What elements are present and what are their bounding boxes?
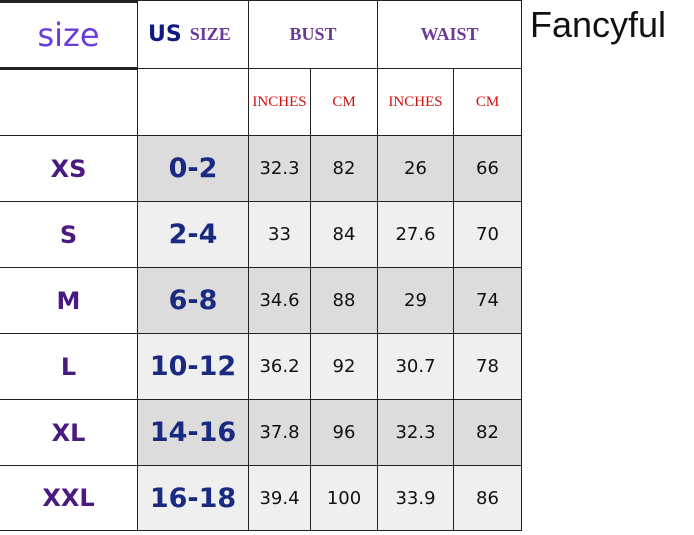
cell-bust-cm: 84 (310, 201, 377, 267)
size-header: size (37, 16, 100, 54)
cell-us: 2-4 (137, 201, 248, 267)
cell-size: XL (0, 399, 137, 465)
cell-size: S (0, 201, 137, 267)
bust-cm-header: CM (310, 68, 377, 135)
cell-bust-cm: 88 (310, 267, 377, 333)
cell-bust-cm: 82 (310, 135, 377, 201)
cell-waist-cm: 66 (453, 135, 522, 201)
cell-waist-in: 27.6 (377, 201, 453, 267)
cell-bust-in: 33 (248, 201, 310, 267)
waist-inches-header: INCHES (377, 68, 453, 135)
cell-us: 10-12 (137, 333, 248, 399)
waist-cm-header: CM (453, 68, 522, 135)
cell-waist-cm: 74 (453, 267, 522, 333)
cell-bust-in: 37.8 (248, 399, 310, 465)
cell-bust-in: 32.3 (248, 135, 310, 201)
cell-bust-in: 39.4 (248, 465, 310, 531)
cell-waist-cm: 82 (453, 399, 522, 465)
cell-size: L (0, 333, 137, 399)
cell-bust-in: 34.6 (248, 267, 310, 333)
cell-size: XXL (0, 465, 137, 531)
size-header-cell: size (0, 0, 137, 70)
cell-bust-cm: 100 (310, 465, 377, 531)
us-size-sub (137, 68, 248, 135)
cell-size: XS (0, 135, 137, 201)
cell-us: 6-8 (137, 267, 248, 333)
cell-waist-cm: 86 (453, 465, 522, 531)
cell-waist-in: 33.9 (377, 465, 453, 531)
cell-waist-in: 26 (377, 135, 453, 201)
cell-waist-in: 29 (377, 267, 453, 333)
cell-waist-in: 30.7 (377, 333, 453, 399)
cell-waist-cm: 78 (453, 333, 522, 399)
bust-inches-header: INCHES (248, 68, 310, 135)
cell-bust-in: 36.2 (248, 333, 310, 399)
us-size-header: US SIZE (137, 0, 248, 68)
cell-bust-cm: 92 (310, 333, 377, 399)
brand-watermark: Fancyful (530, 4, 667, 45)
cell-us: 0-2 (137, 135, 248, 201)
cell-waist-cm: 70 (453, 201, 522, 267)
cell-us: 16-18 (137, 465, 248, 531)
bust-header: BUST (248, 0, 377, 68)
cell-waist-in: 32.3 (377, 399, 453, 465)
cell-size: M (0, 267, 137, 333)
cell-us: 14-16 (137, 399, 248, 465)
cell-bust-cm: 96 (310, 399, 377, 465)
waist-header: WAIST (377, 0, 522, 68)
